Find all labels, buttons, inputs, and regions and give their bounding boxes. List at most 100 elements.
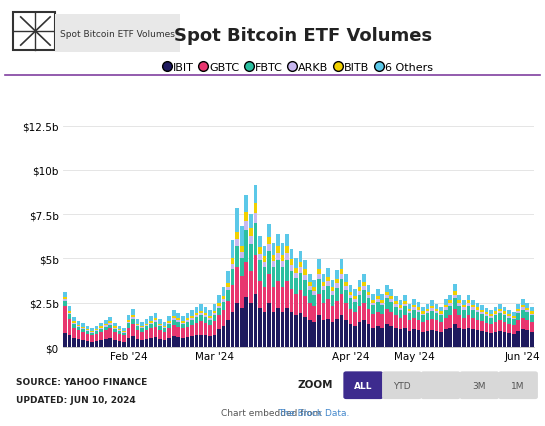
Bar (349, 309, 352, 324)
Bar (449, 307, 452, 315)
Legend: IBIT, GBTC, FBTC, ARKB, BITB, 6 Others: IBIT, GBTC, FBTC, ARKB, BITB, 6 Others (164, 63, 433, 73)
Bar (126, 315, 130, 320)
Bar (467, 301, 470, 304)
Bar (353, 302, 357, 312)
Bar (95, 331, 99, 334)
Bar (476, 308, 479, 310)
Bar (494, 316, 498, 322)
Bar (81, 328, 85, 329)
Bar (185, 319, 189, 320)
Bar (154, 337, 158, 347)
Bar (299, 291, 302, 314)
Bar (417, 308, 420, 310)
Bar (222, 326, 226, 347)
Bar (226, 287, 230, 291)
Bar (480, 331, 484, 347)
Bar (195, 316, 198, 318)
Bar (371, 294, 375, 300)
Bar (181, 338, 185, 347)
Bar (335, 301, 339, 319)
Bar (471, 300, 475, 305)
Bar (521, 330, 525, 347)
Bar (281, 268, 284, 287)
Bar (149, 316, 153, 321)
Bar (271, 287, 275, 312)
Bar (412, 299, 416, 305)
Bar (431, 300, 434, 306)
Bar (253, 186, 257, 204)
Bar (208, 316, 212, 318)
Bar (398, 330, 402, 347)
Bar (312, 280, 316, 288)
Bar (208, 337, 212, 347)
Bar (408, 309, 411, 311)
Bar (453, 291, 457, 295)
Bar (253, 214, 257, 224)
Bar (131, 309, 135, 315)
Bar (462, 305, 465, 308)
Bar (118, 330, 121, 331)
Bar (480, 310, 484, 312)
Bar (249, 237, 252, 245)
Bar (322, 303, 325, 321)
Bar (122, 333, 126, 336)
Bar (431, 308, 434, 311)
Bar (449, 315, 452, 328)
Bar (72, 323, 76, 324)
Bar (140, 340, 144, 347)
Bar (126, 320, 130, 322)
Bar (480, 322, 484, 331)
Bar (185, 313, 189, 319)
Bar (285, 261, 289, 282)
Bar (408, 331, 411, 347)
Bar (358, 322, 361, 347)
Bar (285, 282, 289, 308)
Bar (349, 292, 352, 295)
Bar (340, 315, 343, 347)
Bar (68, 313, 71, 314)
Bar (304, 260, 307, 270)
Text: Spot Bitcoin ETF Volumes: Spot Bitcoin ETF Volumes (174, 27, 433, 45)
Bar (276, 261, 280, 282)
Bar (285, 308, 289, 347)
Bar (245, 262, 248, 298)
Bar (358, 288, 361, 291)
Bar (226, 291, 230, 301)
Bar (271, 262, 275, 268)
Bar (253, 224, 257, 255)
Bar (190, 311, 193, 316)
Bar (421, 312, 425, 314)
Bar (204, 323, 207, 336)
Bar (204, 336, 207, 347)
Bar (63, 299, 66, 301)
Bar (431, 331, 434, 347)
Bar (68, 306, 71, 311)
Bar (167, 316, 171, 321)
Bar (181, 321, 185, 323)
Bar (126, 322, 130, 323)
Bar (195, 336, 198, 347)
Bar (158, 326, 162, 331)
Bar (68, 311, 71, 313)
Bar (376, 296, 379, 299)
Bar (512, 334, 516, 347)
Bar (263, 268, 266, 287)
Bar (421, 307, 425, 312)
Bar (431, 306, 434, 308)
Bar (403, 301, 407, 304)
Bar (367, 292, 371, 295)
Bar (299, 268, 302, 273)
Bar (190, 318, 193, 320)
Text: ZOOM: ZOOM (297, 379, 332, 389)
Bar (299, 314, 302, 347)
Bar (77, 325, 80, 326)
Bar (507, 324, 511, 333)
Bar (489, 314, 493, 316)
Bar (213, 335, 216, 347)
Bar (140, 328, 144, 332)
Bar (489, 311, 493, 314)
Bar (299, 262, 302, 268)
Bar (335, 319, 339, 347)
Bar (213, 322, 216, 335)
Bar (149, 321, 153, 323)
